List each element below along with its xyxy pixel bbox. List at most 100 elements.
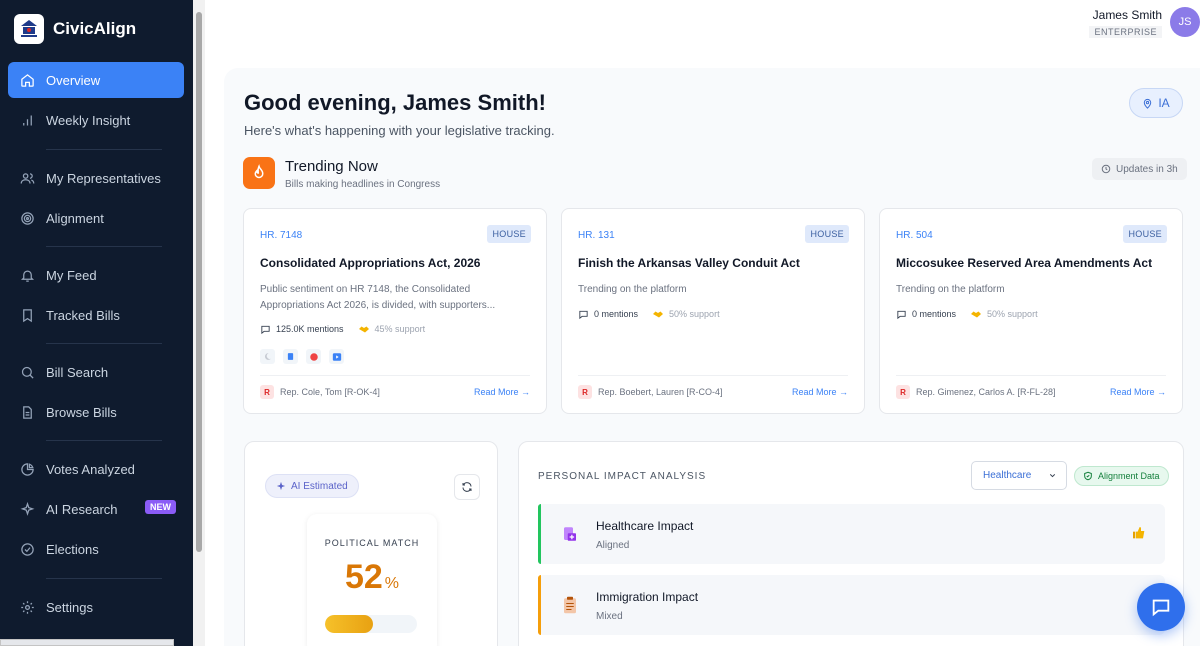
location-label: IA [1158,96,1170,110]
sidebar-item-tracked-bills[interactable]: Tracked Bills [8,297,184,333]
bar-chart-icon [19,112,35,128]
ai-estimated-label: AI Estimated [291,480,348,492]
sponsor-name[interactable]: Rep. Boebert, Lauren [R-CO-4] [598,387,723,397]
sidebar-item-label: Overview [46,72,101,88]
bill-card[interactable]: HR. 504 HOUSE Miccosukee Reserved Area A… [879,208,1183,414]
bill-number[interactable]: HR. 504 [896,230,933,241]
sidebar-item-label: Browse Bills [46,404,117,420]
new-badge: NEW [145,500,176,514]
handshake-icon [652,308,664,320]
user-name: James Smith [1092,8,1162,22]
issue-select-value: Healthcare [983,470,1032,481]
support-percent: 50% support [987,309,1038,319]
impact-status: Aligned [596,540,630,551]
sidebar-item-weekly-insight[interactable]: Weekly Insight [8,102,184,138]
read-more-link[interactable]: Read More → [1109,387,1166,397]
bill-stats: 125.0K mentions 45% support [260,323,425,335]
document-icon [19,404,35,420]
sidebar-item-ai-research[interactable]: AI Research NEW [8,491,184,527]
chamber-badge: HOUSE [1123,225,1167,243]
handshake-icon [970,308,982,320]
support-percent: 45% support [374,324,426,334]
status-tooltip [0,639,174,646]
impact-row-healthcare[interactable]: Healthcare Impact Aligned [538,504,1165,564]
bill-card[interactable]: HR. 131 HOUSE Finish the Arkansas Valley… [561,208,865,414]
book-source-icon[interactable] [283,349,298,364]
sidebar-item-alignment[interactable]: Alignment [8,200,184,236]
flame-icon [243,157,275,189]
clock-icon [1101,164,1111,174]
medical-kit-icon [560,524,580,544]
page-title: Good evening, James Smith! [244,90,546,115]
chamber-badge: HOUSE [805,225,849,243]
shield-check-icon [1083,471,1093,481]
check-circle-icon [19,541,35,557]
target-icon [19,210,35,226]
sponsor-name[interactable]: Rep. Cole, Tom [R-OK-4] [280,387,380,397]
sidebar-item-elections[interactable]: Elections [8,531,184,567]
comment-icon [578,309,589,320]
sidebar-item-label: My Representatives [46,170,161,186]
location-badge[interactable]: IA [1129,88,1183,118]
record-source-icon[interactable] [306,349,321,364]
nav-divider [46,440,162,441]
political-match-box: POLITICAL MATCH 52% [307,514,437,646]
sparkle-icon [276,481,286,491]
user-info[interactable]: James Smith ENTERPRISE [1089,8,1162,40]
sparkle-icon [19,501,35,517]
gear-icon [19,599,35,615]
bill-title[interactable]: Consolidated Appropriations Act, 2026 [260,256,481,270]
political-match-card: AI Estimated POLITICAL MATCH 52% [244,441,498,646]
avatar[interactable]: JS [1170,7,1200,37]
sidebar-item-label: My Feed [46,267,97,283]
thumbs-up-icon [1131,525,1147,541]
ai-estimated-badge: AI Estimated [265,474,359,498]
party-badge: R [896,385,910,399]
sidebar-item-browse-bills[interactable]: Browse Bills [8,394,184,430]
sponsor-name[interactable]: Rep. Gimenez, Carlos A. [R-FL-28] [916,387,1056,397]
refresh-button[interactable] [454,474,480,500]
refresh-icon [461,481,473,493]
bell-icon [19,267,35,283]
nav-divider [46,578,162,579]
brand-name: CivicAlign [53,19,137,38]
nav-divider [46,343,162,344]
bill-description: Trending on the platform [578,284,687,295]
updates-badge: Updates in 3h [1092,158,1187,180]
sidebar-item-my-feed[interactable]: My Feed [8,257,184,293]
bookmark-icon [19,307,35,323]
impact-status: Mixed [596,611,623,622]
mentions-count: 125.0K mentions [276,324,344,334]
sidebar-item-settings[interactable]: Settings [8,589,184,625]
search-icon [19,364,35,380]
bill-card[interactable]: HR. 7148 HOUSE Consolidated Appropriatio… [243,208,547,414]
chat-button[interactable] [1137,583,1185,631]
sidebar-item-label: AI Research [46,501,118,517]
sidebar-item-votes-analyzed[interactable]: Votes Analyzed [8,451,184,487]
read-more-link[interactable]: Read More → [473,387,530,397]
sidebar-item-bill-search[interactable]: Bill Search [8,354,184,390]
bill-title[interactable]: Miccosukee Reserved Area Amendments Act [896,256,1153,270]
impact-row-immigration[interactable]: Immigration Impact Mixed [538,575,1165,635]
handshake-icon [358,323,370,335]
brand[interactable]: CivicAlign [14,14,136,44]
bill-number[interactable]: HR. 131 [578,230,615,241]
moon-source-icon[interactable] [260,349,275,364]
sidebar-item-overview[interactable]: Overview [8,62,184,98]
video-source-icon[interactable] [329,349,344,364]
sidebar-item-my-representatives[interactable]: My Representatives [8,160,184,196]
sidebar-item-label: Alignment [46,210,104,226]
scrollbar-thumb[interactable] [196,12,202,552]
read-more-link[interactable]: Read More → [791,387,848,397]
issue-select[interactable]: Healthcare [971,461,1067,490]
pie-chart-icon [19,461,35,477]
bill-number[interactable]: HR. 7148 [260,230,303,241]
nav-divider [46,246,162,247]
match-number: 52 [344,558,383,596]
political-match-label: POLITICAL MATCH [324,538,420,548]
clipboard-icon [560,595,580,615]
party-badge: R [260,385,274,399]
impact-accent-bar [538,575,541,635]
sidebar-item-label: Weekly Insight [46,112,131,128]
bill-title[interactable]: Finish the Arkansas Valley Conduit Act [578,256,800,270]
